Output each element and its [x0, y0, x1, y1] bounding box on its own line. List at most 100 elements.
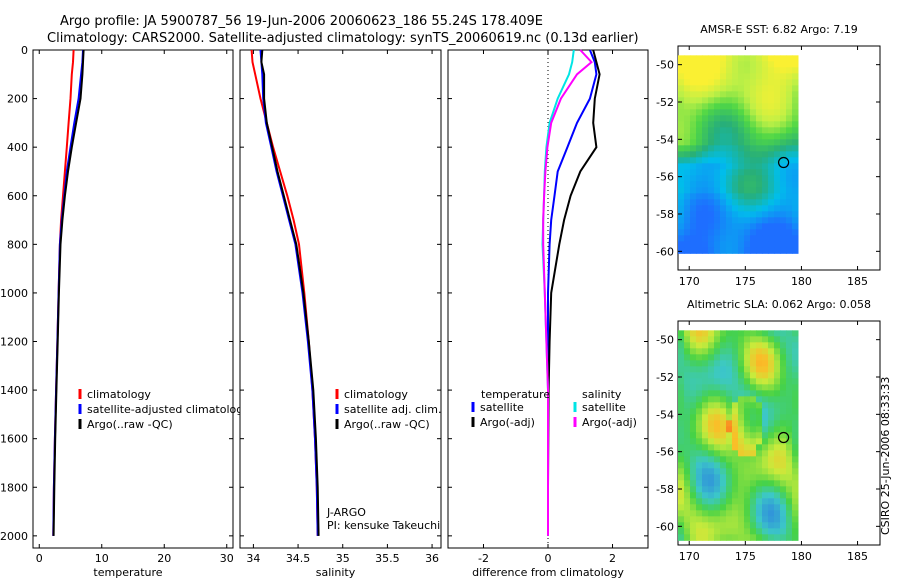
- heatmap-cell: [690, 462, 697, 469]
- heatmap-cell: [738, 91, 745, 98]
- heatmap-cell: [750, 151, 757, 158]
- heatmap-cell: [726, 528, 733, 535]
- heatmap-cell: [750, 444, 757, 451]
- heatmap-cell: [702, 169, 709, 176]
- x-tick-label: 0: [545, 552, 552, 565]
- heatmap-cell: [750, 372, 757, 379]
- heatmap-cell: [786, 91, 793, 98]
- heatmap-cell: [756, 79, 763, 86]
- heatmap-cell: [762, 534, 769, 541]
- heatmap-cell: [714, 498, 721, 505]
- heatmap-cell: [744, 175, 751, 182]
- heatmap-cell: [774, 366, 781, 373]
- heatmap-cell: [714, 414, 721, 421]
- heatmap-cell: [684, 247, 691, 254]
- heatmap-cell: [762, 205, 769, 212]
- heatmap-cell: [720, 145, 727, 152]
- heatmap-cell: [714, 145, 721, 152]
- y-tick-label: -60: [656, 520, 674, 533]
- heatmap-cell: [702, 432, 709, 439]
- heatmap-cell: [786, 241, 793, 248]
- heatmap-cell: [744, 211, 751, 218]
- heatmap-cell: [714, 426, 721, 433]
- heatmap-cell: [684, 498, 691, 505]
- heatmap-cell: [756, 534, 763, 541]
- heatmap-cell: [786, 127, 793, 134]
- x-tick-label: 175: [735, 550, 756, 563]
- y-tick-label: -50: [656, 334, 674, 347]
- heatmap-cell: [696, 163, 703, 170]
- heatmap-cell: [738, 330, 745, 337]
- heatmap-cell: [732, 85, 739, 92]
- heatmap-cell: [690, 360, 697, 367]
- heatmap-cell: [714, 462, 721, 469]
- y-tick-label: 0: [21, 44, 28, 57]
- heatmap-cell: [792, 241, 799, 248]
- heatmap-cell: [768, 390, 775, 397]
- heatmap-cell: [792, 468, 799, 475]
- heatmap-cell: [786, 360, 793, 367]
- heatmap-cell: [762, 516, 769, 523]
- heatmap-cell: [762, 456, 769, 463]
- heatmap-cell: [780, 145, 787, 152]
- heatmap-cell: [708, 360, 715, 367]
- heatmap-cell: [750, 229, 757, 236]
- heatmap-cell: [780, 97, 787, 104]
- heatmap-cell: [732, 438, 739, 445]
- heatmap-cell: [732, 480, 739, 487]
- heatmap-cell: [684, 492, 691, 499]
- heatmap-cell: [774, 175, 781, 182]
- heatmap-cell: [708, 133, 715, 140]
- heatmap-cell: [708, 528, 715, 535]
- heatmap-cell: [684, 522, 691, 529]
- heatmap-cell: [702, 384, 709, 391]
- heatmap-cell: [690, 474, 697, 481]
- heatmap-cell: [708, 223, 715, 230]
- heatmap-cell: [762, 414, 769, 421]
- heatmap-cell: [684, 127, 691, 134]
- heatmap-cell: [726, 462, 733, 469]
- heatmap-cell: [708, 438, 715, 445]
- heatmap-cell: [762, 408, 769, 415]
- heatmap-cell: [702, 420, 709, 427]
- heatmap-cell: [720, 462, 727, 469]
- heatmap-cell: [714, 336, 721, 343]
- heatmap-cell: [744, 474, 751, 481]
- heatmap-cell: [750, 354, 757, 361]
- heatmap-cell: [720, 510, 727, 517]
- heatmap-cell: [678, 378, 685, 385]
- heatmap-cell: [678, 480, 685, 487]
- heatmap-cell: [762, 342, 769, 349]
- heatmap-cell: [744, 384, 751, 391]
- heatmap-cell: [780, 360, 787, 367]
- heatmap-cell: [744, 217, 751, 224]
- heatmap-cell: [738, 67, 745, 74]
- heatmap-cell: [738, 474, 745, 481]
- x-tick-label: 170: [679, 275, 700, 288]
- heatmap-cell: [702, 438, 709, 445]
- heatmap-cell: [774, 133, 781, 140]
- heatmap-cell: [684, 235, 691, 242]
- heatmap-cell: [696, 61, 703, 68]
- heatmap-cell: [726, 181, 733, 188]
- heatmap-cell: [714, 181, 721, 188]
- heatmap-cell: [726, 360, 733, 367]
- heatmap-cell: [738, 103, 745, 110]
- heatmap-cell: [708, 205, 715, 212]
- heatmap-cell: [678, 510, 685, 517]
- heatmap-cell: [780, 169, 787, 176]
- heatmap-cell: [792, 426, 799, 433]
- heatmap-cell: [732, 504, 739, 511]
- heatmap-cell: [678, 217, 685, 224]
- heatmap-cell: [690, 396, 697, 403]
- heatmap-cell: [678, 79, 685, 86]
- heatmap-cell: [744, 241, 751, 248]
- heatmap-cell: [678, 522, 685, 529]
- heatmap-cell: [738, 229, 745, 236]
- heatmap-cell: [708, 61, 715, 68]
- heatmap-cell: [708, 103, 715, 110]
- heatmap-cell: [768, 217, 775, 224]
- heatmap-cell: [720, 157, 727, 164]
- heatmap-cell: [792, 348, 799, 355]
- heatmap-cell: [786, 229, 793, 236]
